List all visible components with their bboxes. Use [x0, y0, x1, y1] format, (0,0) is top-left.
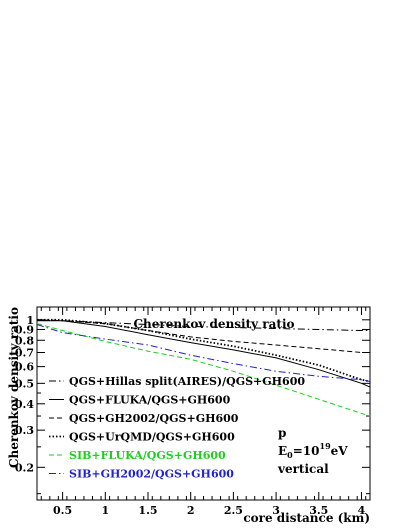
x-tick-label: 1 [101, 504, 109, 517]
legend-label-5: SIB+FLUKA/QGS+GH600 [69, 449, 226, 462]
y-tick-label: 0.2 [15, 461, 34, 474]
series-line-3 [36, 319, 370, 353]
annotation-energy: E0=1019eV [278, 441, 348, 460]
energy-end: eV [331, 444, 349, 458]
x-tick-labels: 0.5 1 1.5 2 2.5 3 3.5 4 [53, 504, 366, 517]
annotation-geometry: vertical [277, 462, 329, 476]
x-axis-label: core distance (km) [243, 511, 370, 525]
energy-sub: 0 [287, 450, 293, 460]
series-line-6 [36, 324, 371, 382]
y-axis-label: Cherenkov density ratio [7, 307, 21, 468]
legend-label-4: QGS+UrQMD/QGS+GH600 [69, 431, 235, 444]
energy-main: E [278, 444, 287, 458]
y-tick-label: 0.3 [15, 424, 34, 437]
annotation-particle: p [278, 426, 286, 440]
x-tick-label: 1.5 [138, 504, 157, 517]
y-tick-labels: 0.2 0.3 0.4 0.5 0.6 0.70.80.91 [15, 314, 34, 475]
x-tick-label: 2 [187, 504, 195, 517]
y-tick-label: 0.6 [15, 361, 34, 374]
series-line-2 [37, 320, 371, 388]
y-tick-label: 0.8 [15, 334, 34, 347]
y-tick-label: 1 [26, 314, 34, 327]
x-tick-label: 3.5 [309, 504, 328, 517]
axis-ticks [37, 307, 370, 500]
x-tick-label: 2.5 [224, 504, 243, 517]
y-tick-label: 0.7 [15, 346, 34, 359]
energy-mid: =10 [293, 444, 320, 458]
series-line-4 [37, 318, 371, 383]
y-tick-label: 0.9 [15, 323, 34, 336]
legend-label-6: SIB+GH2002/QGS+GH600 [69, 468, 234, 481]
legend-label-2: QGS+FLUKA/QGS+GH600 [69, 394, 231, 407]
legend-label-3: QGS+GH2002/QGS+GH600 [69, 412, 239, 425]
x-tick-label: 4 [358, 504, 366, 517]
y-tick-label: 0.5 [15, 377, 34, 390]
x-tick-label: 0.5 [53, 504, 72, 517]
chart-title: Cherenkov density ratio [133, 317, 294, 331]
series-layer [36, 318, 371, 417]
series-line-1 [36, 319, 370, 331]
legend-label-1: QGS+Hillas split(AIRES)/QGS+GH600 [69, 375, 305, 388]
x-tick-label: 3 [272, 504, 280, 517]
y-tick-label: 0.4 [15, 398, 34, 411]
legend: QGS+Hillas split(AIRES)/QGS+GH600 QGS+FLU… [49, 375, 305, 481]
energy-sup: 19 [320, 441, 332, 451]
